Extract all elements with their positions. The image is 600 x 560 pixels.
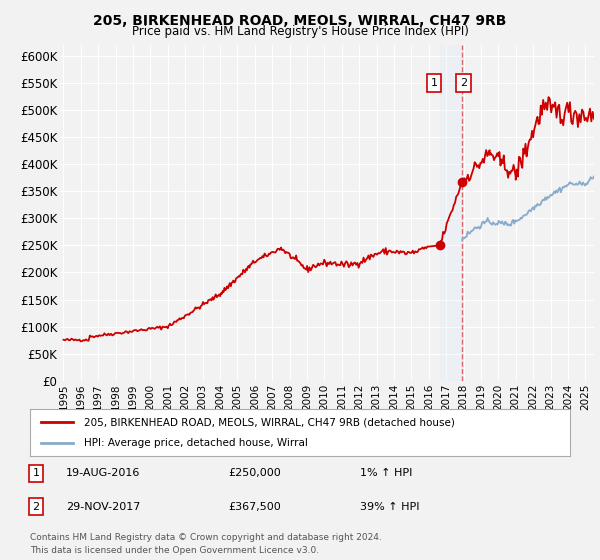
Text: 205, BIRKENHEAD ROAD, MEOLS, WIRRAL, CH47 9RB (detached house): 205, BIRKENHEAD ROAD, MEOLS, WIRRAL, CH4… [84,417,455,427]
Text: HPI: Average price, detached house, Wirral: HPI: Average price, detached house, Wirr… [84,438,308,448]
Text: Contains HM Land Registry data © Crown copyright and database right 2024.: Contains HM Land Registry data © Crown c… [30,533,382,542]
Text: 2: 2 [32,502,40,512]
Text: 39% ↑ HPI: 39% ↑ HPI [360,502,419,512]
Text: 19-AUG-2016: 19-AUG-2016 [66,468,140,478]
Text: £250,000: £250,000 [228,468,281,478]
Text: 1% ↑ HPI: 1% ↑ HPI [360,468,412,478]
Bar [440,45,462,381]
Text: 2: 2 [460,78,467,88]
Text: 205, BIRKENHEAD ROAD, MEOLS, WIRRAL, CH47 9RB: 205, BIRKENHEAD ROAD, MEOLS, WIRRAL, CH4… [94,14,506,28]
Text: 1: 1 [32,468,40,478]
Text: This data is licensed under the Open Government Licence v3.0.: This data is licensed under the Open Gov… [30,546,319,555]
Text: Price paid vs. HM Land Registry's House Price Index (HPI): Price paid vs. HM Land Registry's House … [131,25,469,38]
Text: 29-NOV-2017: 29-NOV-2017 [66,502,140,512]
Text: 1: 1 [430,78,437,88]
Text: £367,500: £367,500 [228,502,281,512]
